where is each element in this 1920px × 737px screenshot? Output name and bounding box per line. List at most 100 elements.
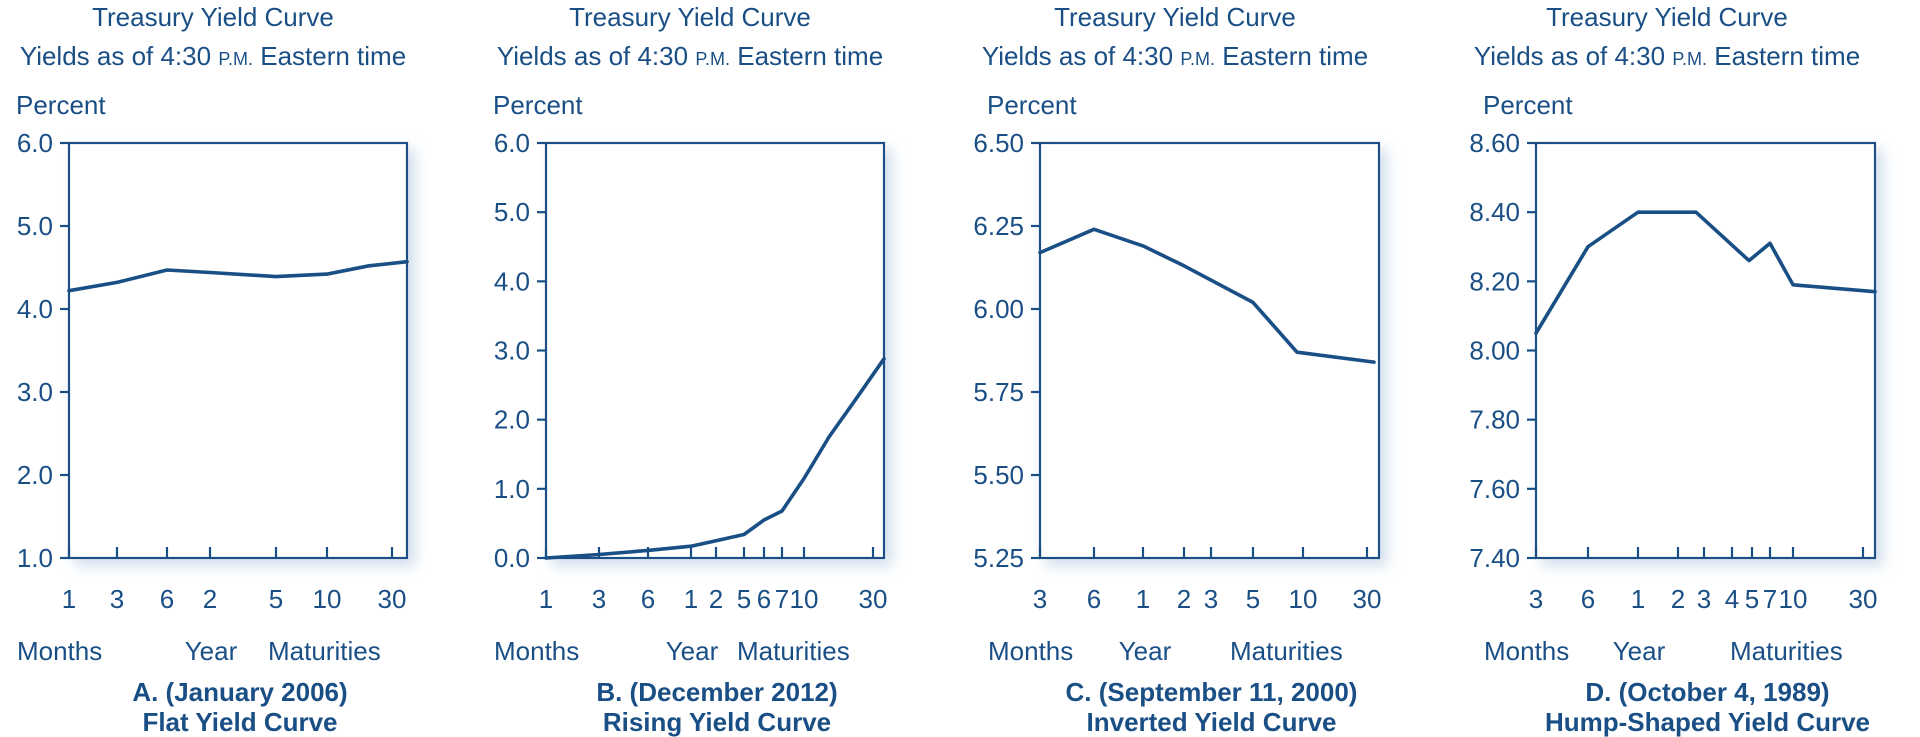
- y-axis-label: Percent: [16, 90, 106, 120]
- y-tick-label: 3.0: [17, 377, 53, 407]
- subtitle-suffix: Eastern time: [1707, 41, 1860, 71]
- y-tick-label: 0.0: [494, 543, 530, 573]
- x-tick-label: 30: [1849, 584, 1878, 614]
- x-tick-label: 6: [641, 584, 655, 614]
- x-tick-label: 3: [1033, 584, 1047, 614]
- y-tick-label: 8.20: [1469, 266, 1520, 296]
- y-tick-label: 7.80: [1469, 405, 1520, 435]
- y-tick-label: 4.0: [494, 266, 530, 296]
- chart-caption-shape: Inverted Yield Curve: [1087, 707, 1337, 737]
- y-tick-label: 4.0: [17, 294, 53, 324]
- x-tick-label: 7: [775, 584, 789, 614]
- x-group-label: Maturities: [737, 636, 850, 666]
- x-group-label: Months: [988, 636, 1073, 666]
- x-tick-label: 2: [1671, 584, 1685, 614]
- chart-panel-1: Treasury Yield Curve Yields as of 4:30 P.…: [16, 2, 409, 737]
- plot-frame: [67, 141, 409, 560]
- chart-subtitle: Yields as of 4:30 P.M. Eastern time: [982, 41, 1368, 71]
- y-tick-label: 2.0: [17, 460, 53, 490]
- yield-curve-line: [1534, 210, 1877, 336]
- x-tick-label: 1: [1136, 584, 1150, 614]
- x-tick-label: 10: [790, 584, 819, 614]
- yield-curve-line: [1038, 227, 1376, 364]
- x-group-label: Year: [1119, 636, 1172, 666]
- x-tick-label: 7: [1763, 584, 1777, 614]
- y-tick-label: 1.0: [17, 543, 53, 573]
- chart-subtitle: Yields as of 4:30 P.M. Eastern time: [1474, 41, 1860, 71]
- y-tick-label: 1.0: [494, 474, 530, 504]
- chart-title: Treasury Yield Curve: [92, 2, 334, 32]
- x-tick-label: 6: [1087, 584, 1101, 614]
- yield-curve-line: [544, 356, 886, 560]
- plot-frame: [544, 141, 886, 560]
- chart-title: Treasury Yield Curve: [569, 2, 811, 32]
- chart-caption-period: C. (September 11, 2000): [1066, 677, 1358, 707]
- x-tick-label: 10: [1779, 584, 1808, 614]
- x-tick-label: 3: [592, 584, 606, 614]
- x-tick-label: 2: [203, 584, 217, 614]
- x-tick-label: 5: [1745, 584, 1759, 614]
- subtitle-pm: P.M.: [1180, 49, 1215, 69]
- y-tick-label: 8.60: [1469, 128, 1520, 158]
- x-group-label: Year: [1613, 636, 1666, 666]
- x-tick-label: 3: [1204, 584, 1218, 614]
- chart-panel-4: Treasury Yield Curve Yields as of 4:30 P.…: [1469, 2, 1877, 737]
- y-tick-label: 6.25: [973, 211, 1024, 241]
- yield-curve-line: [67, 259, 409, 293]
- x-tick-label: 30: [378, 584, 407, 614]
- subtitle-pm: P.M.: [695, 49, 730, 69]
- chart-caption-shape: Flat Yield Curve: [142, 707, 337, 737]
- x-tick-label: 1: [1631, 584, 1645, 614]
- y-tick-label: 7.40: [1469, 543, 1520, 573]
- x-tick-label: 5: [1246, 584, 1260, 614]
- subtitle-pm: P.M.: [1672, 49, 1707, 69]
- x-tick-label: 2: [709, 584, 723, 614]
- subtitle-prefix: Yields as of 4:30: [497, 41, 696, 71]
- y-axis-label: Percent: [1483, 90, 1573, 120]
- x-group-label: Months: [17, 636, 102, 666]
- x-tick-label: 4: [1725, 584, 1739, 614]
- chart-caption-shape: Rising Yield Curve: [603, 707, 831, 737]
- x-tick-label: 3: [110, 584, 124, 614]
- subtitle-prefix: Yields as of 4:30: [982, 41, 1181, 71]
- x-tick-label: 3: [1697, 584, 1711, 614]
- y-tick-label: 7.60: [1469, 474, 1520, 504]
- x-tick-label: 5: [269, 584, 283, 614]
- y-tick-label: 5.0: [494, 197, 530, 227]
- chart-title: Treasury Yield Curve: [1546, 2, 1788, 32]
- x-tick-label: 30: [1353, 584, 1382, 614]
- x-group-label: Year: [185, 636, 238, 666]
- plot-frame: [1038, 141, 1381, 560]
- chart-caption-period: B. (December 2012): [596, 677, 837, 707]
- subtitle-prefix: Yields as of 4:30: [20, 41, 219, 71]
- subtitle-pm: P.M.: [218, 49, 253, 69]
- y-axis-label: Percent: [493, 90, 583, 120]
- y-tick-label: 6.0: [17, 128, 53, 158]
- x-group-label: Maturities: [268, 636, 381, 666]
- plot-frame: [1534, 141, 1877, 560]
- y-tick-label: 6.00: [973, 294, 1024, 324]
- y-tick-label: 5.0: [17, 211, 53, 241]
- chart-caption-period: A. (January 2006): [132, 677, 347, 707]
- x-tick-label: 1: [539, 584, 553, 614]
- y-tick-label: 5.75: [973, 377, 1024, 407]
- y-tick-label: 6.50: [973, 128, 1024, 158]
- y-tick-label: 2.0: [494, 405, 530, 435]
- chart-caption-shape: Hump-Shaped Yield Curve: [1545, 707, 1870, 737]
- y-tick-label: 8.00: [1469, 336, 1520, 366]
- chart-panel-2: Treasury Yield Curve Yields as of 4:30 P.…: [493, 2, 887, 737]
- chart-subtitle: Yields as of 4:30 P.M. Eastern time: [20, 41, 406, 71]
- x-tick-label: 1: [62, 584, 76, 614]
- y-tick-label: 5.50: [973, 460, 1024, 490]
- x-group-label: Maturities: [1730, 636, 1843, 666]
- x-tick-label: 3: [1529, 584, 1543, 614]
- x-tick-label: 2: [1177, 584, 1191, 614]
- x-tick-label: 6: [1581, 584, 1595, 614]
- x-tick-label: 10: [313, 584, 342, 614]
- y-tick-label: 5.25: [973, 543, 1024, 573]
- x-group-label: Maturities: [1230, 636, 1343, 666]
- chart-panel-3: Treasury Yield Curve Yields as of 4:30 P.…: [973, 2, 1381, 737]
- subtitle-prefix: Yields as of 4:30: [1474, 41, 1673, 71]
- chart-title: Treasury Yield Curve: [1054, 2, 1296, 32]
